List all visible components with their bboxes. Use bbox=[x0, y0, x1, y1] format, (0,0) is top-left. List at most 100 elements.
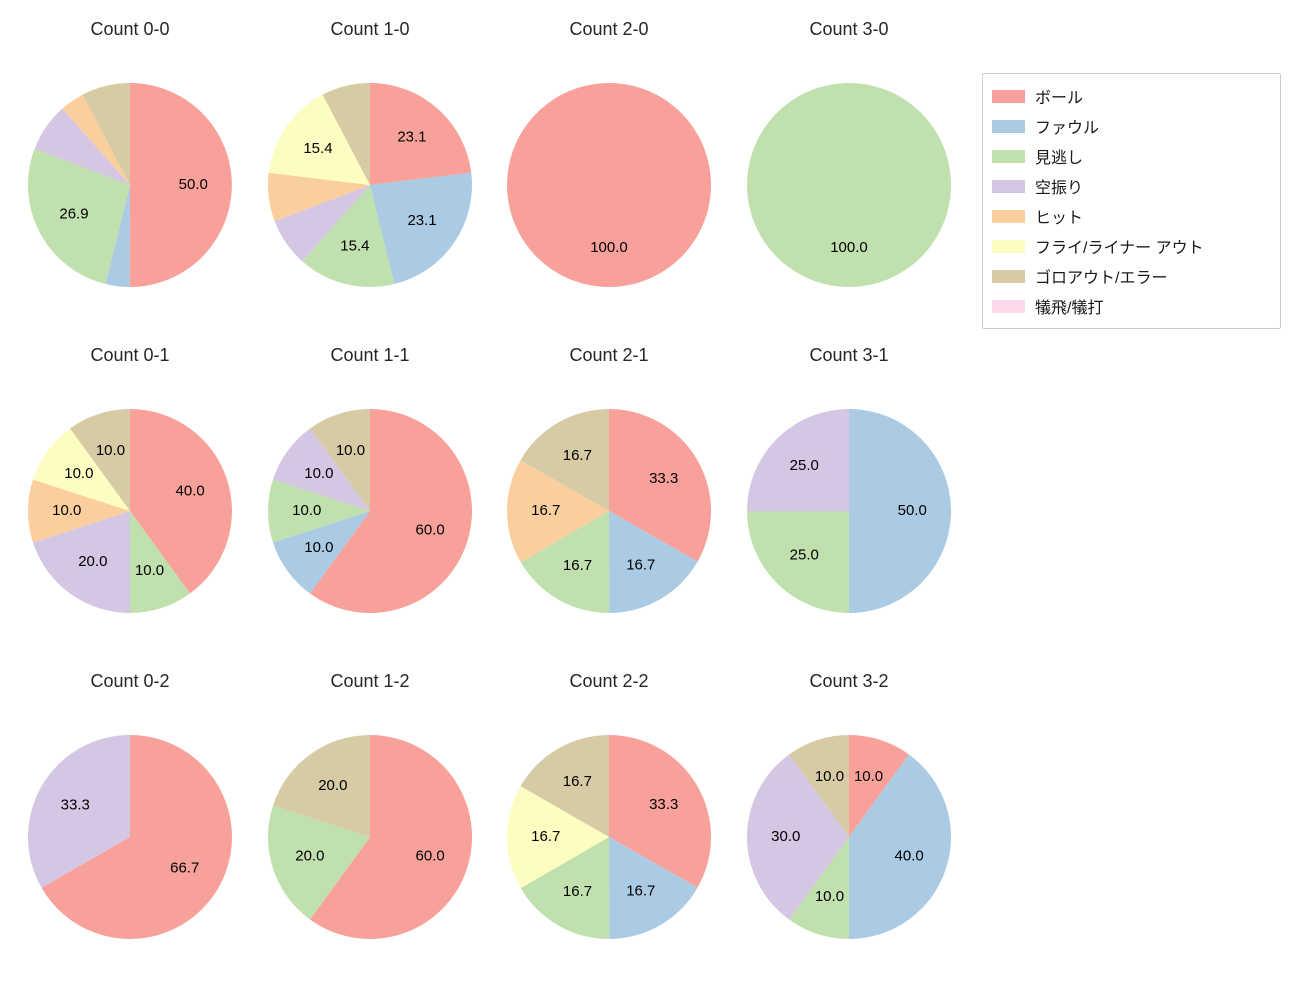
slice-percent-label: 16.7 bbox=[531, 828, 560, 845]
slice-percent-label: 16.7 bbox=[626, 883, 655, 900]
legend-item: 空振り bbox=[992, 171, 1280, 201]
pie-chart: Count 0-2 66.7 33.3 bbox=[10, 660, 250, 942]
pie-chart: Count 1-1 60.0 10.0 10.0 10.0 10.0 bbox=[250, 334, 490, 616]
pie-slice bbox=[310, 409, 370, 511]
pie-slice bbox=[520, 837, 610, 940]
pie-svg: 60.0 20.0 20.0 bbox=[267, 735, 473, 939]
slice-percent-label: 23.1 bbox=[407, 212, 436, 229]
slice-percent-label: 10.0 bbox=[96, 442, 125, 459]
chart-title: Count 1-0 bbox=[330, 19, 410, 39]
pie-slice bbox=[747, 83, 951, 287]
slice-percent-label: 10.0 bbox=[64, 465, 93, 482]
pie-slice bbox=[849, 409, 951, 613]
legend: ボール ファウル 見逃し 空振り ヒット フライ/ライナー アウト ゴロアウト/エラー 犠飛/… bbox=[982, 73, 1281, 329]
slice-percent-label: 25.0 bbox=[790, 547, 819, 564]
slice-percent-label: 10.0 bbox=[292, 502, 321, 519]
pie-slice bbox=[520, 735, 609, 837]
pie-slice bbox=[82, 83, 130, 185]
chart-title: Count 2-1 bbox=[569, 345, 649, 365]
pie-slice bbox=[747, 409, 849, 511]
chart-title: Count 2-0 bbox=[569, 19, 649, 39]
slice-percent-label: 10.0 bbox=[815, 768, 844, 785]
pie-chart: Count 2-0 100.0 bbox=[489, 8, 729, 290]
slice-percent-label: 10.0 bbox=[304, 465, 333, 482]
pie-slice bbox=[27, 148, 131, 285]
legend-item-label: ヒット bbox=[1035, 210, 1084, 227]
pie-slice bbox=[272, 428, 370, 511]
legend-item-label: ゴロアウト/エラー bbox=[1035, 270, 1168, 287]
pie-slice bbox=[609, 837, 698, 939]
legend-item-label: 見逃し bbox=[1035, 150, 1084, 167]
slice-percent-label: 50.0 bbox=[898, 502, 927, 519]
pie-svg: 33.3 16.7 16.7 16.7 16.7 bbox=[506, 735, 712, 940]
pie-slice bbox=[267, 172, 370, 222]
legend-swatch-icon bbox=[992, 149, 1025, 163]
slice-percent-label: 40.0 bbox=[895, 848, 924, 865]
pie-slice bbox=[302, 185, 395, 288]
pie-slice bbox=[849, 735, 909, 837]
legend-swatch-icon bbox=[992, 239, 1025, 253]
pie-slice bbox=[789, 837, 849, 939]
pie-svg: 100.0 bbox=[747, 83, 951, 287]
legend-swatch-icon bbox=[992, 179, 1025, 193]
legend-swatch-icon bbox=[992, 269, 1025, 283]
pie-chart: Count 1-0 23.1 23.1 15.4 15.4 bbox=[250, 8, 490, 290]
slice-percent-label: 16.7 bbox=[626, 557, 655, 574]
slice-percent-label: 15.4 bbox=[303, 140, 332, 157]
pie-slice bbox=[310, 409, 473, 613]
slice-percent-label: 16.7 bbox=[563, 447, 592, 464]
pie-slice bbox=[272, 735, 370, 837]
slice-percent-label: 20.0 bbox=[318, 777, 347, 794]
pie-slice bbox=[267, 479, 370, 543]
slice-percent-label: 15.4 bbox=[340, 237, 369, 254]
legend-item: ボール bbox=[992, 81, 1280, 111]
slice-percent-label: 33.3 bbox=[61, 796, 90, 813]
pie-slice bbox=[506, 460, 609, 563]
chart-title: Count 3-2 bbox=[809, 671, 889, 691]
legend-swatch-icon bbox=[992, 119, 1025, 133]
slice-percent-label: 16.7 bbox=[563, 557, 592, 574]
chart-title: Count 0-1 bbox=[90, 345, 170, 365]
legend-item-label: ボール bbox=[1035, 90, 1084, 107]
slice-percent-label: 40.0 bbox=[176, 482, 205, 499]
legend-item-label: 空振り bbox=[1035, 180, 1084, 197]
pie-slice bbox=[609, 735, 712, 888]
pie-slice bbox=[27, 479, 130, 543]
legend-swatch-icon bbox=[992, 89, 1025, 103]
legend-item: 犠飛/犠打 bbox=[992, 291, 1280, 321]
pie-slice bbox=[62, 94, 130, 185]
pie-svg: 23.1 23.1 15.4 15.4 bbox=[267, 83, 473, 288]
slice-percent-label: 20.0 bbox=[295, 848, 324, 865]
slice-percent-label: 20.0 bbox=[78, 553, 107, 570]
slice-percent-label: 33.3 bbox=[649, 796, 678, 813]
pie-slice bbox=[507, 83, 711, 287]
pie-svg: 10.0 40.0 10.0 30.0 10.0 bbox=[747, 735, 951, 939]
slice-percent-label: 33.3 bbox=[649, 470, 678, 487]
chart-title: Count 3-1 bbox=[809, 345, 889, 365]
pie-slice bbox=[370, 172, 473, 285]
pie-slice bbox=[849, 754, 951, 939]
pie-chart: Count 3-0 100.0 bbox=[729, 8, 969, 290]
legend-item: ヒット bbox=[992, 201, 1280, 231]
pie-svg: 40.010.020.010.010.010.0 bbox=[27, 409, 232, 613]
pie-slice bbox=[370, 83, 472, 185]
chart-title: Count 0-0 bbox=[90, 19, 170, 39]
pie-slice bbox=[506, 786, 609, 889]
pie-slice bbox=[41, 735, 233, 939]
legend-item: 見逃し bbox=[992, 141, 1280, 171]
pie-slice bbox=[34, 108, 130, 185]
slice-percent-label: 16.7 bbox=[563, 773, 592, 790]
pie-slice bbox=[272, 511, 370, 594]
legend-item: ファウル bbox=[992, 111, 1280, 141]
pie-slice bbox=[520, 409, 609, 511]
pie-slice bbox=[130, 511, 190, 613]
pie-svg: 33.3 16.7 16.7 16.7 16.7 bbox=[506, 409, 712, 614]
slice-percent-label: 66.7 bbox=[170, 860, 199, 877]
slice-percent-label: 10.0 bbox=[336, 442, 365, 459]
legend-swatch-icon bbox=[992, 299, 1025, 313]
pie-slice bbox=[274, 185, 370, 262]
slice-percent-label: 16.7 bbox=[563, 883, 592, 900]
pie-slice bbox=[105, 185, 130, 287]
